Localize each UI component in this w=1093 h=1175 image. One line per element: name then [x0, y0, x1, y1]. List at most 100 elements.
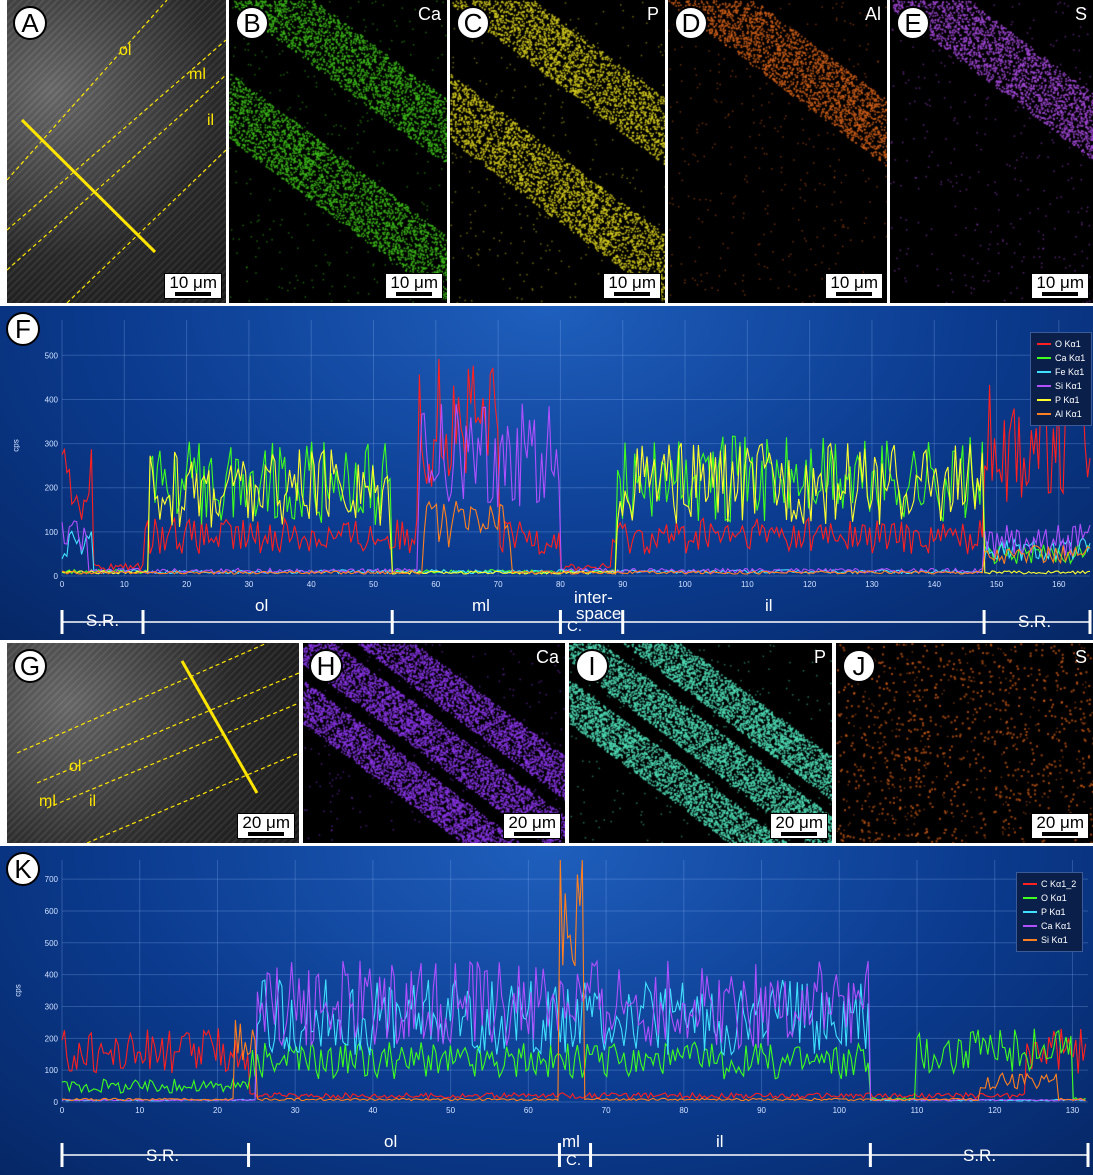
- segment-interspace-2: space: [576, 604, 622, 623]
- y-axis-label: cps: [13, 984, 23, 997]
- x-tick-label: 20: [213, 1106, 222, 1115]
- y-tick-label: 100: [45, 1066, 59, 1075]
- legend-item: Al Kα1: [1037, 407, 1085, 421]
- x-tick-label: 120: [988, 1106, 1002, 1115]
- x-tick-label: 50: [446, 1106, 455, 1115]
- x-tick-label: 20: [182, 580, 191, 589]
- legend-item: P Kα1: [1023, 905, 1076, 919]
- legend-item: Si Kα1: [1023, 933, 1076, 947]
- scale-bar: 10 μm: [1031, 273, 1089, 299]
- legend-item: O Kα1: [1037, 337, 1085, 351]
- y-tick-label: 500: [45, 351, 59, 360]
- line-scan-plot: 0 10 20 30 40 50 60 70 80 90 100 110 120 130 0 100 200 30…: [45, 859, 1090, 1167]
- layer-label-il: il: [207, 112, 215, 129]
- layer-label-ml: ml: [189, 66, 206, 83]
- segment-ol: ol: [255, 596, 269, 615]
- element-label: Ca: [417, 4, 441, 24]
- y-tick-label: 100: [45, 528, 59, 537]
- segment-ol: ol: [384, 1132, 398, 1151]
- scale-bar: 20 μm: [503, 813, 561, 839]
- element-label: Al: [864, 4, 881, 24]
- series-line: [61, 959, 1086, 1102]
- scale-bar: 20 μm: [1031, 813, 1089, 839]
- x-tick-label: 100: [678, 580, 692, 589]
- x-tick-label: 70: [494, 580, 503, 589]
- y-tick-label: 400: [45, 971, 59, 980]
- element-distribution: [450, 0, 665, 303]
- legend-item: C Kα1_2: [1023, 877, 1076, 891]
- element-distribution: [303, 643, 565, 843]
- segment-il: il: [765, 596, 773, 615]
- layer-label-il: il: [89, 793, 97, 810]
- sem-overlay-A: [7, 0, 226, 303]
- sem-image-G: G ol ml il 20 μm: [7, 643, 299, 843]
- series-line: [61, 442, 1091, 576]
- segment-sr-right: S.R.: [963, 1146, 997, 1165]
- element-distribution: [668, 0, 887, 303]
- x-tick-label: 30: [291, 1106, 300, 1115]
- x-tick-label: 140: [928, 580, 942, 589]
- scale-bar: 10 μm: [825, 273, 883, 299]
- line-scan-chart-F: 0 10 20 30 40 50 60 70 80 90 100 110 120 130 140 150 160…: [0, 306, 1093, 640]
- legend-item: Ca Kα1: [1023, 919, 1076, 933]
- eds-map-D: D Al 10 μm: [668, 0, 887, 303]
- y-tick-label: 700: [45, 875, 59, 884]
- x-tick-label: 10: [120, 580, 129, 589]
- eds-map-J: J S 20 μm: [836, 643, 1093, 843]
- x-tick-label: 60: [431, 580, 440, 589]
- legend: C Kα1_2 O Kα1 P Kα1 Ca Kα1 Si Kα1: [1016, 872, 1084, 952]
- panel-letter: K: [6, 852, 40, 886]
- line-scan-plot: 0 10 20 30 40 50 60 70 80 90 100 110 120 130 140 150 160…: [45, 320, 1092, 634]
- eds-map-E: E S 10 μm: [890, 0, 1093, 303]
- panel-letter: D: [674, 6, 708, 40]
- x-tick-label: 80: [556, 580, 565, 589]
- panel-letter: B: [235, 6, 269, 40]
- line-scan-chart-K: 0 10 20 30 40 50 60 70 80 90 100 110 120 130 0 100 200 30…: [0, 846, 1093, 1175]
- panel-letter: H: [309, 649, 343, 683]
- element-label: P: [813, 647, 826, 667]
- segment-sr-right: S.R.: [1018, 612, 1052, 631]
- segment-interspace: inter-: [574, 588, 613, 607]
- y-tick-label: 200: [45, 1034, 59, 1043]
- x-tick-label: 130: [1066, 1106, 1080, 1115]
- x-tick-label: 110: [741, 580, 754, 589]
- panel-letter: I: [575, 649, 609, 683]
- panel-letter: F: [6, 312, 40, 346]
- series-line: [61, 435, 1091, 575]
- x-tick-label: 40: [307, 580, 316, 589]
- element-distribution: [890, 0, 1093, 303]
- series-line: [61, 1028, 1086, 1101]
- scale-bar: 10 μm: [164, 273, 222, 299]
- x-tick-label: 70: [602, 1106, 611, 1115]
- x-tick-label: 80: [679, 1106, 688, 1115]
- element-distribution: [569, 643, 832, 843]
- panel-letter: C: [456, 6, 490, 40]
- eds-map-H: H Ca 20 μm: [303, 643, 565, 843]
- y-axis-label: cps: [11, 439, 21, 452]
- y-tick-label: 0: [54, 1098, 59, 1107]
- segment-sr-left: S.R.: [146, 1146, 180, 1165]
- legend-item: Fe Kα1: [1037, 365, 1085, 379]
- element-label: S: [1074, 647, 1087, 667]
- panel-letter: E: [896, 6, 930, 40]
- x-tick-label: 60: [524, 1106, 533, 1115]
- legend-item: P Kα1: [1037, 393, 1085, 407]
- y-tick-label: 200: [45, 484, 59, 493]
- y-tick-label: 300: [45, 440, 59, 449]
- scale-bar: 10 μm: [385, 273, 443, 299]
- series-line: [61, 859, 1086, 1102]
- eds-map-I: I P 20 μm: [569, 643, 832, 843]
- element-label: P: [646, 4, 659, 24]
- segment-c: C.: [566, 1152, 581, 1169]
- legend-item: O Kα1: [1023, 891, 1076, 905]
- layer-label-ol: ol: [119, 42, 132, 59]
- y-tick-label: 400: [45, 395, 59, 404]
- y-tick-label: 600: [45, 907, 59, 916]
- series-line: [61, 979, 1086, 1102]
- legend-item: Si Kα1: [1037, 379, 1085, 393]
- sem-overlay-G: [16, 643, 299, 843]
- y-tick-label: 0: [54, 572, 59, 581]
- y-tick-label: 500: [45, 939, 59, 948]
- scale-bar: 20 μm: [770, 813, 828, 839]
- x-tick-label: 160: [1052, 580, 1066, 589]
